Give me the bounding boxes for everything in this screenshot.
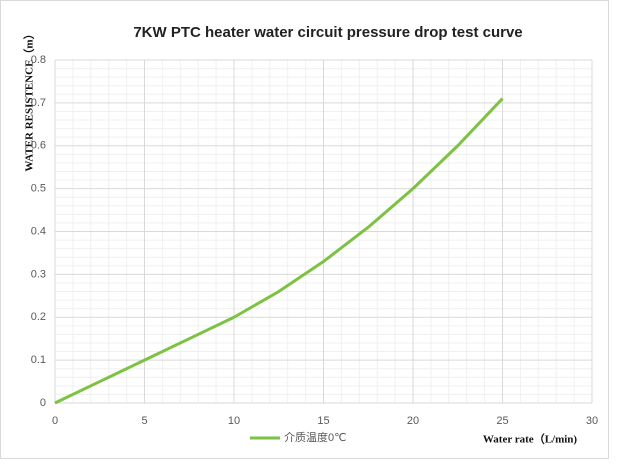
y-tick-label: 0.7 [31,97,46,109]
chart-title: 7KW PTC heater water circuit pressure dr… [133,24,522,41]
y-tick-label: 0.2 [31,311,46,323]
data-line [54,97,504,405]
chart-border [0,0,609,459]
y-tick-label: 0.8 [31,54,46,66]
legend-label: 介质温度0℃ [284,430,346,444]
x-tick-label: 30 [586,415,598,427]
y-tick-label: 0.3 [31,268,46,280]
x-tick-label: 10 [228,415,240,427]
x-tick-label: 0 [52,415,58,427]
y-axis-label: WATER RESISTENCE（m） [23,28,36,171]
y-tick-label: 0 [40,397,46,409]
x-tick-label: 15 [317,415,329,427]
y-tick-label: 0.1 [31,354,46,366]
y-tick-label: 0.4 [31,225,46,237]
y-tick-label: 0.5 [31,183,46,195]
x-tick-label: 25 [496,415,508,427]
x-tick-label: 5 [141,415,147,427]
x-tick-label: 20 [407,415,419,427]
x-axis-label: Water rate（L/min) [483,433,578,446]
y-tick-label: 0.6 [31,140,46,152]
